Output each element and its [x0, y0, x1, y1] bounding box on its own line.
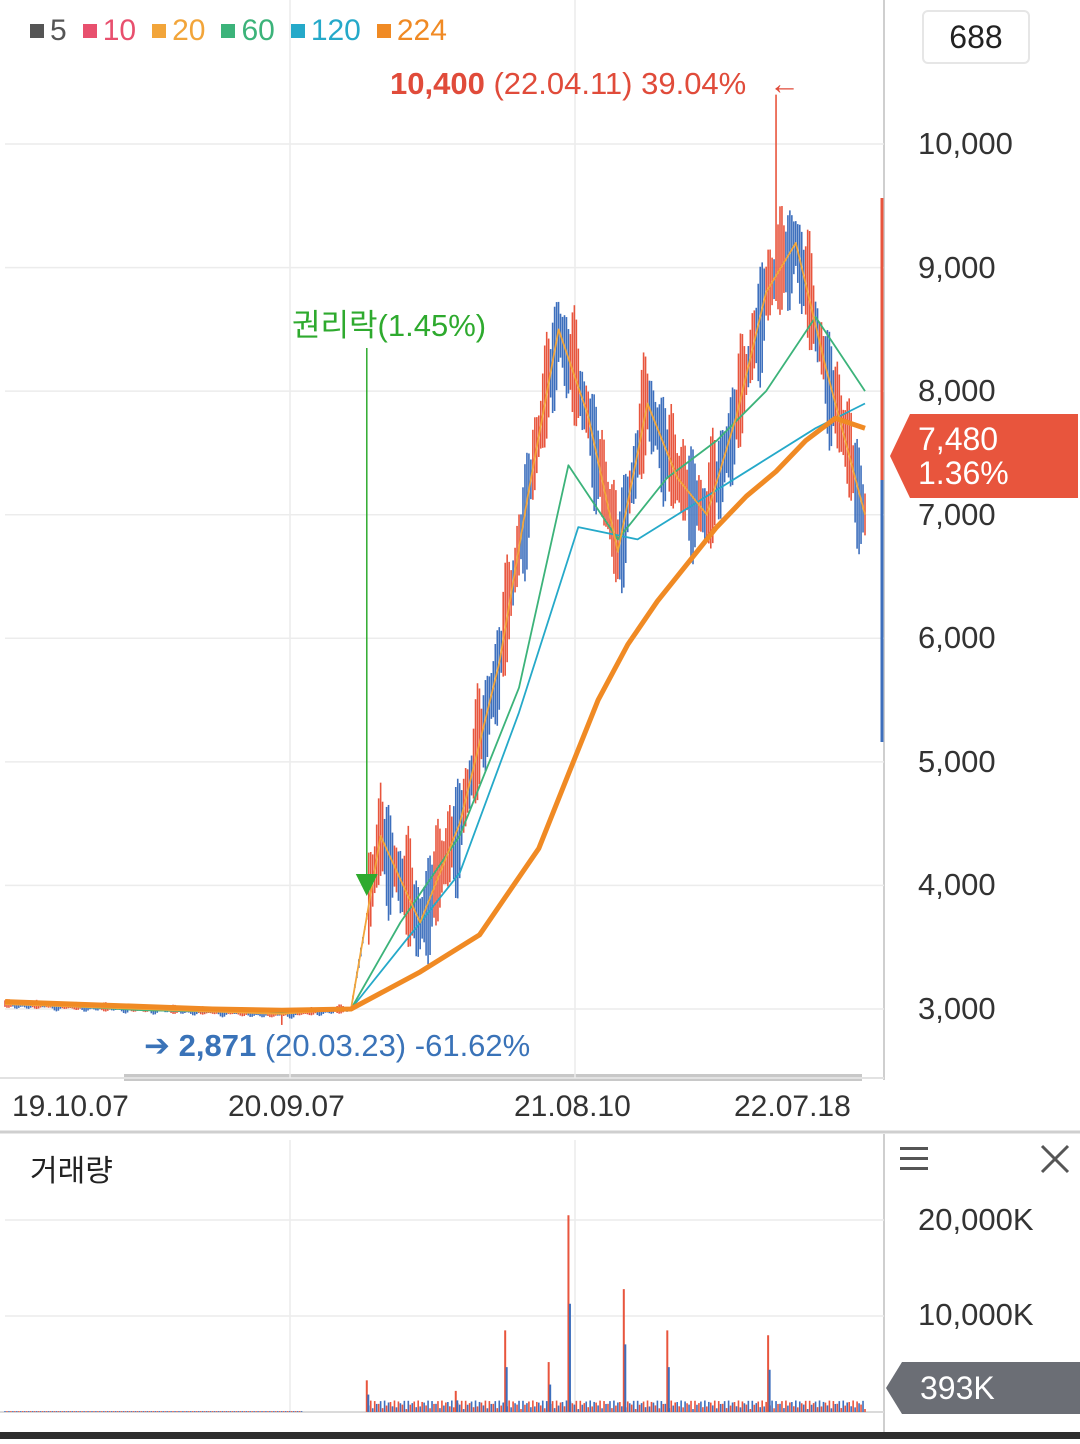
- legend-label: 10: [102, 14, 137, 47]
- x-tick: 21.08.10: [514, 1090, 631, 1123]
- price-tag-shape: [890, 414, 1078, 498]
- low-price: 2,871: [178, 1028, 257, 1063]
- menu-icon[interactable]: [898, 1144, 934, 1174]
- current-price-tag: 7,480 1.36%: [890, 414, 1078, 498]
- last-volume: 393K: [920, 1370, 995, 1406]
- last-volume-tag: 393K: [886, 1362, 1080, 1414]
- count-box[interactable]: 688: [922, 10, 1030, 64]
- high-pct: 39.04%: [641, 66, 747, 101]
- high-date: (22.04.11): [493, 66, 633, 101]
- current-price: 7,480: [918, 421, 999, 457]
- legend-label: 20: [172, 14, 206, 47]
- y-tick: 6,000: [918, 620, 996, 655]
- high-price: 10,400: [390, 66, 485, 101]
- volume-y-tick: 20,000K: [918, 1202, 1034, 1237]
- y-tick: 10,000: [918, 126, 1013, 161]
- legend-swatch: [82, 24, 97, 38]
- legend-item[interactable]: 120: [290, 14, 361, 48]
- ma-224-line: [4, 415, 866, 1013]
- legend-swatch: [30, 24, 44, 38]
- legend-swatch: [290, 24, 305, 38]
- legend-label: 60: [241, 14, 275, 47]
- ma-20-line: [4, 241, 866, 1015]
- y-tick: 9,000: [918, 250, 996, 285]
- legend-item[interactable]: 20: [152, 14, 205, 48]
- arrow-right-icon: ➔: [144, 1028, 170, 1063]
- arrow-left-icon: ←: [768, 66, 800, 101]
- legend-swatch: [221, 24, 236, 38]
- bottom-bar: [0, 1432, 1080, 1439]
- y-tick: 3,000: [918, 991, 996, 1026]
- current-change: 1.36%: [918, 455, 1009, 491]
- volume-tag-shape: [886, 1362, 1080, 1414]
- x-tick: 20.09.07: [228, 1090, 345, 1123]
- volume-panel-title: 거래량: [30, 1155, 113, 1188]
- low-date: (20.03.23): [264, 1028, 407, 1063]
- x-tick: 22.07.18: [734, 1090, 851, 1123]
- high-price-annotation: 10,400 (22.04.11) 39.04% ←: [390, 66, 800, 102]
- legend-label: 5: [50, 14, 67, 47]
- count-value: 688: [949, 18, 1003, 55]
- moving-average-legend: 5 10 20 60 120 224: [30, 14, 447, 48]
- y-tick: 8,000: [918, 373, 996, 408]
- y-tick: 7,000: [918, 497, 996, 532]
- legend-swatch: [376, 24, 391, 38]
- volume-y-tick: 10,000K: [918, 1297, 1034, 1332]
- legend-item[interactable]: 10: [82, 14, 137, 48]
- close-icon[interactable]: [1038, 1142, 1072, 1176]
- legend-item[interactable]: 5: [30, 14, 67, 48]
- rights-event-marker: [355, 874, 378, 896]
- ma-60-line: [4, 316, 866, 1014]
- legend-label: 224: [396, 14, 447, 47]
- legend-swatch: [152, 24, 167, 38]
- legend-label: 120: [310, 14, 361, 47]
- y-tick: 4,000: [918, 867, 996, 902]
- rights-event-label: 권리락(1.45%): [292, 308, 487, 343]
- x-tick: 19.10.07: [12, 1090, 129, 1123]
- legend-item[interactable]: 60: [221, 14, 275, 48]
- low-price-annotation: ➔ 2,871 (20.03.23) -61.62%: [144, 1028, 530, 1064]
- y-tick: 5,000: [918, 744, 996, 779]
- ma-120-line: [4, 402, 866, 1013]
- legend-item[interactable]: 224: [376, 14, 447, 48]
- low-pct: -61.62%: [414, 1028, 531, 1063]
